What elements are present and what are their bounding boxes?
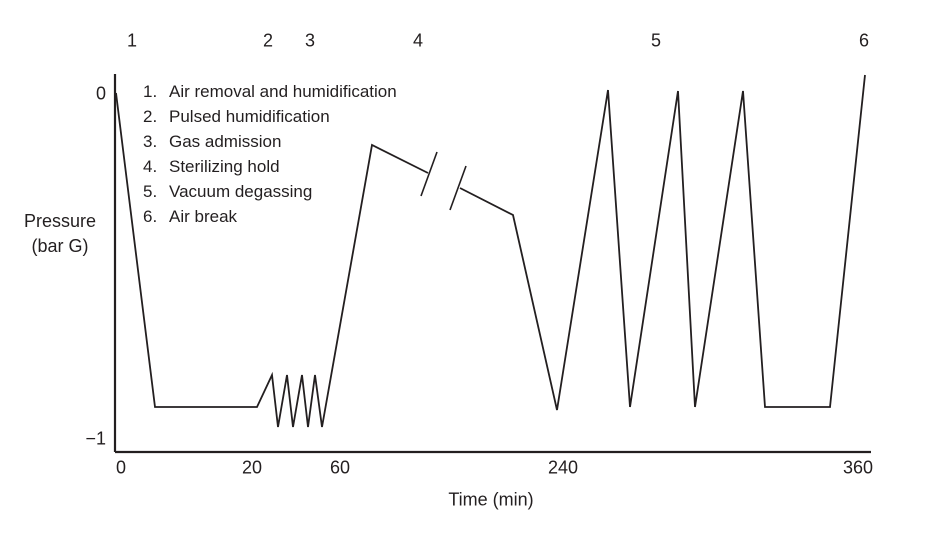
- legend-item-number: 4.: [143, 157, 158, 176]
- curve-break-mark-2: [449, 165, 467, 211]
- x-tick-240: 240: [547, 457, 579, 478]
- legend-item: 5. Vacuum degassing: [143, 179, 397, 204]
- y-axis-title: Pressure (bar G): [24, 209, 96, 259]
- x-axis-title: Time (min): [448, 489, 534, 510]
- legend: 1. Air removal and humidification 2. Pulse…: [143, 79, 397, 229]
- legend-item: 2. Pulsed humidification: [143, 104, 397, 129]
- legend-item-label: Pulsed humidification: [169, 107, 330, 126]
- phase-marker-5: 5: [650, 30, 662, 51]
- y-axis-title-line2: (bar G): [31, 236, 89, 256]
- legend-item-label: Vacuum degassing: [169, 182, 313, 201]
- legend-item-number: 2.: [143, 107, 158, 126]
- y-axis-title-line1: Pressure: [23, 211, 97, 231]
- phase-marker-3: 3: [304, 30, 316, 51]
- legend-item-label: Air break: [169, 207, 238, 226]
- x-tick-360: 360: [842, 457, 874, 478]
- phase-marker-2: 2: [262, 30, 274, 51]
- legend-item-label: Gas admission: [169, 132, 282, 151]
- phase-marker-4: 4: [412, 30, 424, 51]
- legend-item: 4. Sterilizing hold: [143, 154, 397, 179]
- pressure-curve-segment-1: [115, 92, 429, 428]
- x-tick-20: 20: [241, 457, 263, 478]
- legend-item: 6. Air break: [143, 204, 397, 229]
- legend-item-number: 5.: [143, 182, 158, 201]
- pressure-curve-segment-2: [459, 74, 866, 411]
- legend-item-label: Air removal and humidification: [169, 82, 397, 101]
- legend-item-number: 3.: [143, 132, 158, 151]
- x-tick-60: 60: [329, 457, 351, 478]
- y-tick-zero: 0: [95, 83, 106, 104]
- legend-item-number: 1.: [143, 82, 158, 101]
- phase-marker-6: 6: [858, 30, 870, 51]
- legend-item-label: Sterilizing hold: [169, 157, 280, 176]
- y-tick-minus-one: −1: [85, 428, 106, 449]
- phase-marker-1: 1: [126, 30, 138, 51]
- legend-item: 3. Gas admission: [143, 129, 397, 154]
- legend-item: 1. Air removal and humidification: [143, 79, 397, 104]
- curve-break-mark-1: [420, 151, 438, 197]
- x-tick-0: 0: [115, 457, 127, 478]
- legend-item-number: 6.: [143, 207, 158, 226]
